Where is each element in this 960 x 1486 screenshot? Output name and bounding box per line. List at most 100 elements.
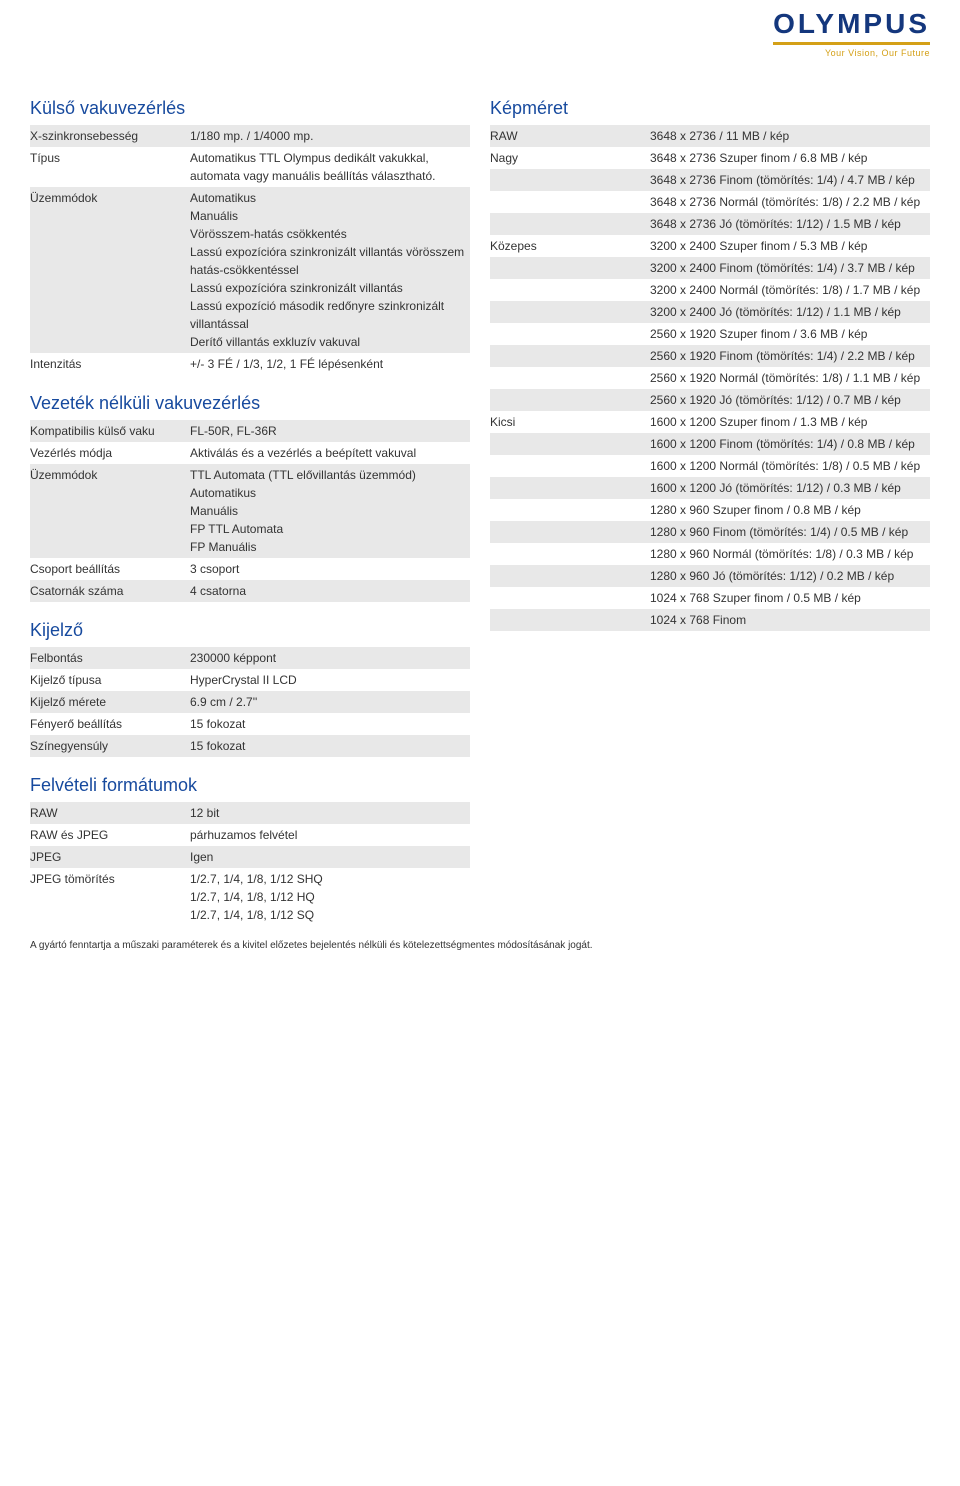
spec-row: JPEG tömörítés1/2.7, 1/4, 1/8, 1/12 SHQ … [30,868,470,926]
spec-label: X-szinkronsebesség [30,127,190,145]
spec-label: Felbontás [30,649,190,667]
spec-value: 1280 x 960 Finom (tömörítés: 1/4) / 0.5 … [650,523,930,541]
spec-row: 2560 x 1920 Normál (tömörítés: 1/8) / 1.… [490,367,930,389]
spec-label: Színegyensúly [30,737,190,755]
spec-value: 2560 x 1920 Normál (tömörítés: 1/8) / 1.… [650,369,930,387]
spec-label: RAW [490,127,650,145]
spec-value: 3200 x 2400 Szuper finom / 5.3 MB / kép [650,237,930,255]
spec-row: X-szinkronsebesség1/180 mp. / 1/4000 mp. [30,125,470,147]
section-title: Külső vakuvezérlés [30,98,470,119]
spec-row: Kicsi1600 x 1200 Szuper finom / 1.3 MB /… [490,411,930,433]
spec-value: 2560 x 1920 Finom (tömörítés: 1/4) / 2.2… [650,347,930,365]
spec-row: RAW3648 x 2736 / 11 MB / kép [490,125,930,147]
spec-value: 15 fokozat [190,737,470,755]
spec-label: RAW és JPEG [30,826,190,844]
spec-value: 2560 x 1920 Jó (tömörítés: 1/12) / 0.7 M… [650,391,930,409]
spec-table: X-szinkronsebesség1/180 mp. / 1/4000 mp.… [30,125,470,375]
spec-label: RAW [30,804,190,822]
spec-value: 1600 x 1200 Jó (tömörítés: 1/12) / 0.3 M… [650,479,930,497]
spec-value: HyperCrystal II LCD [190,671,470,689]
spec-row: RAW12 bit [30,802,470,824]
spec-label: Közepes [490,237,650,255]
spec-value: 3648 x 2736 Jó (tömörítés: 1/12) / 1.5 M… [650,215,930,233]
spec-table: Felbontás230000 képpontKijelző típusaHyp… [30,647,470,757]
spec-table: RAW3648 x 2736 / 11 MB / képNagy3648 x 2… [490,125,930,631]
spec-value: 1280 x 960 Jó (tömörítés: 1/12) / 0.2 MB… [650,567,930,585]
section-title: Kijelző [30,620,470,641]
section-title: Vezeték nélküli vakuvezérlés [30,393,470,414]
spec-label: Vezérlés módja [30,444,190,462]
spec-row: 1600 x 1200 Jó (tömörítés: 1/12) / 0.3 M… [490,477,930,499]
spec-label: Típus [30,149,190,167]
disclaimer-footer: A gyártó fenntartja a műszaki paramétere… [30,940,930,951]
section-flash-control: Külső vakuvezérlés X-szinkronsebesség1/1… [30,98,470,375]
spec-value: Igen [190,848,470,866]
spec-row: Közepes3200 x 2400 Szuper finom / 5.3 MB… [490,235,930,257]
spec-table: RAW12 bitRAW és JPEGpárhuzamos felvételJ… [30,802,470,926]
spec-row: 1600 x 1200 Finom (tömörítés: 1/4) / 0.8… [490,433,930,455]
right-column: Képméret RAW3648 x 2736 / 11 MB / képNag… [490,80,930,926]
spec-value: FL-50R, FL-36R [190,422,470,440]
spec-row: 1024 x 768 Finom [490,609,930,631]
spec-value: 1024 x 768 Szuper finom / 0.5 MB / kép [650,589,930,607]
spec-row: Vezérlés módjaAktiválás és a vezérlés a … [30,442,470,464]
spec-row: TípusAutomatikus TTL Olympus dedikált va… [30,147,470,187]
spec-value: 1600 x 1200 Finom (tömörítés: 1/4) / 0.8… [650,435,930,453]
spec-row: 3648 x 2736 Normál (tömörítés: 1/8) / 2.… [490,191,930,213]
spec-table: Kompatibilis külső vakuFL-50R, FL-36RVez… [30,420,470,602]
spec-label: JPEG tömörítés [30,870,190,888]
spec-row: 2560 x 1920 Szuper finom / 3.6 MB / kép [490,323,930,345]
left-column: Külső vakuvezérlés X-szinkronsebesség1/1… [30,80,470,926]
spec-value: 1024 x 768 Finom [650,611,930,629]
spec-value: 230000 képpont [190,649,470,667]
spec-row: Csoport beállítás3 csoport [30,558,470,580]
spec-value: 1600 x 1200 Szuper finom / 1.3 MB / kép [650,413,930,431]
spec-row: 3648 x 2736 Jó (tömörítés: 1/12) / 1.5 M… [490,213,930,235]
spec-label: Csatornák száma [30,582,190,600]
spec-row: 1600 x 1200 Normál (tömörítés: 1/8) / 0.… [490,455,930,477]
spec-value: 6.9 cm / 2.7'' [190,693,470,711]
spec-value: 1/2.7, 1/4, 1/8, 1/12 SHQ 1/2.7, 1/4, 1/… [190,870,470,924]
spec-value: 2560 x 1920 Szuper finom / 3.6 MB / kép [650,325,930,343]
spec-row: Kompatibilis külső vakuFL-50R, FL-36R [30,420,470,442]
spec-row: 2560 x 1920 Jó (tömörítés: 1/12) / 0.7 M… [490,389,930,411]
spec-value: Automatikus Manuális Vörösszem-hatás csö… [190,189,470,351]
brand-tagline: Your Vision, Our Future [773,48,930,58]
spec-row: Kijelző mérete6.9 cm / 2.7'' [30,691,470,713]
spec-row: JPEGIgen [30,846,470,868]
spec-value: TTL Automata (TTL elővillantás üzemmód) … [190,466,470,556]
spec-label: Üzemmódok [30,466,190,484]
spec-value: 3200 x 2400 Normál (tömörítés: 1/8) / 1.… [650,281,930,299]
spec-value: 12 bit [190,804,470,822]
spec-value: 3200 x 2400 Jó (tömörítés: 1/12) / 1.1 M… [650,303,930,321]
section-wireless-flash: Vezeték nélküli vakuvezérlés Kompatibili… [30,393,470,602]
section-image-size: Képméret RAW3648 x 2736 / 11 MB / képNag… [490,98,930,631]
spec-row: 1280 x 960 Finom (tömörítés: 1/4) / 0.5 … [490,521,930,543]
brand-name: OLYMPUS [773,8,930,45]
spec-label: Csoport beállítás [30,560,190,578]
spec-label: Nagy [490,149,650,167]
spec-value: 3648 x 2736 Finom (tömörítés: 1/4) / 4.7… [650,171,930,189]
spec-row: 1280 x 960 Szuper finom / 0.8 MB / kép [490,499,930,521]
spec-value: 3 csoport [190,560,470,578]
spec-row: 1280 x 960 Jó (tömörítés: 1/12) / 0.2 MB… [490,565,930,587]
spec-row: 3200 x 2400 Normál (tömörítés: 1/8) / 1.… [490,279,930,301]
spec-value: Aktiválás és a vezérlés a beépített vaku… [190,444,470,462]
spec-row: 3648 x 2736 Finom (tömörítés: 1/4) / 4.7… [490,169,930,191]
spec-value: 1600 x 1200 Normál (tömörítés: 1/8) / 0.… [650,457,930,475]
spec-label: Intenzitás [30,355,190,373]
section-title: Felvételi formátumok [30,775,470,796]
spec-row: Intenzitás+/- 3 FÉ / 1/3, 1/2, 1 FÉ lépé… [30,353,470,375]
spec-row: 1280 x 960 Normál (tömörítés: 1/8) / 0.3… [490,543,930,565]
section-title: Képméret [490,98,930,119]
spec-row: Fényerő beállítás15 fokozat [30,713,470,735]
spec-value: Automatikus TTL Olympus dedikált vakukka… [190,149,470,185]
spec-row: Színegyensúly15 fokozat [30,735,470,757]
spec-value: 1280 x 960 Normál (tömörítés: 1/8) / 0.3… [650,545,930,563]
section-formats: Felvételi formátumok RAW12 bitRAW és JPE… [30,775,470,926]
spec-value: 15 fokozat [190,715,470,733]
spec-label: Kijelző típusa [30,671,190,689]
spec-row: 3200 x 2400 Finom (tömörítés: 1/4) / 3.7… [490,257,930,279]
spec-value: 3648 x 2736 Szuper finom / 6.8 MB / kép [650,149,930,167]
spec-row: Nagy3648 x 2736 Szuper finom / 6.8 MB / … [490,147,930,169]
